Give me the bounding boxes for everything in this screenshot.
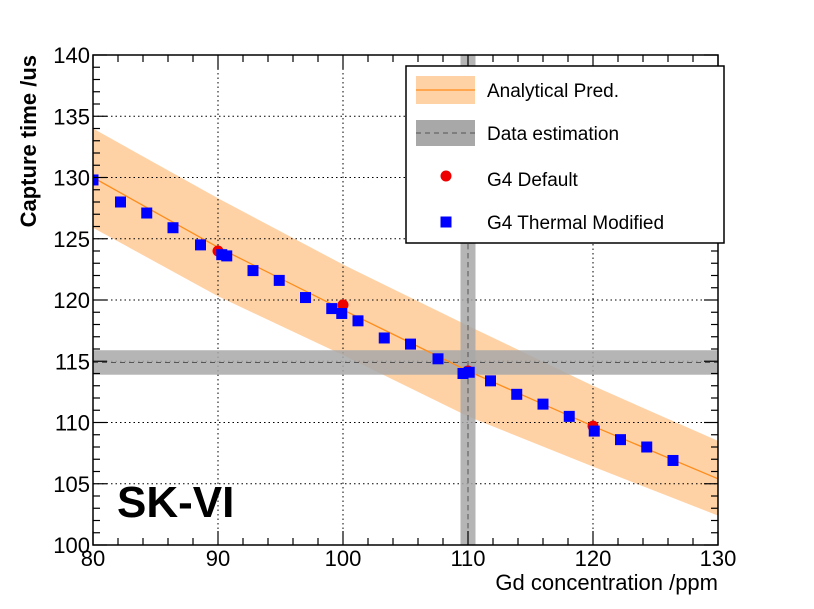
x-tick-label: 80 (81, 546, 105, 571)
legend-g4-thermal-label: G4 Thermal Modified (487, 213, 664, 234)
y-tick-label: 105 (53, 472, 90, 497)
g4-thermal-point (537, 398, 549, 410)
g4-thermal-point (352, 315, 364, 327)
g4-thermal-point (300, 292, 311, 304)
y-tick-label: 130 (53, 166, 90, 191)
legend-g4-thermal-marker (440, 216, 452, 228)
g4-thermal-point (336, 307, 348, 319)
x-tick-label: 100 (325, 546, 362, 571)
analytical-band (93, 128, 718, 516)
y-tick-label: 135 (53, 104, 90, 129)
g4-thermal-point (405, 338, 416, 350)
legend-data-label: Data estimation (487, 124, 619, 145)
x-tick-label: 90 (206, 546, 230, 571)
y-axis-title: Capture time /us (16, 55, 41, 227)
legend: Analytical Pred. Data estimation G4 Defa… (405, 65, 725, 244)
markers-layer (93, 174, 679, 466)
g4-thermal-point (485, 375, 496, 387)
tick-labels-layer: 80 90 100 110 120 130 100 105 110 115 120 125 130 135… (53, 43, 736, 571)
g4-thermal-point (273, 274, 285, 286)
g4-thermal-point (667, 454, 679, 466)
g4-thermal-point (247, 265, 259, 277)
y-tick-label: 100 (53, 533, 90, 558)
g4-default-point (337, 299, 349, 311)
g4-thermal-point (141, 207, 153, 219)
g4-thermal-point (511, 388, 523, 400)
g4-thermal-point (378, 332, 390, 344)
g4-thermal-point (195, 239, 206, 251)
legend-g4-default-marker (440, 170, 452, 182)
y-tick-label: 115 (55, 349, 90, 374)
g4-thermal-point (432, 353, 444, 365)
legend-analytical-label: Analytical Pred. (487, 81, 619, 102)
g4-thermal-point (93, 174, 99, 186)
g4-thermal-point (463, 366, 475, 378)
y-tick-label: 110 (55, 411, 90, 436)
x-tick-label: 110 (450, 546, 485, 571)
y-tick-label: 140 (53, 43, 90, 68)
x-axis-title: Gd concentration /ppm (495, 570, 718, 595)
g4-thermal-point (615, 434, 626, 446)
g4-thermal-point (563, 410, 575, 422)
g4-thermal-point (221, 250, 233, 262)
y-tick-label: 120 (53, 288, 90, 313)
x-tick-label: 120 (575, 546, 612, 571)
g4-thermal-point (641, 441, 653, 453)
data-estimation-horizontal-band (93, 350, 718, 375)
y-tick-label: 125 (53, 227, 90, 252)
g4-thermal-point (326, 303, 338, 315)
x-tick-label: 130 (700, 546, 737, 571)
g4-thermal-point (167, 222, 179, 234)
sk-vi-annotation: SK-VI (117, 478, 234, 527)
g4-thermal-point (115, 196, 126, 208)
legend-g4-default-label: G4 Default (487, 170, 579, 191)
legend-box (405, 65, 725, 244)
g4-thermal-point (457, 368, 469, 379)
g4-thermal-point (588, 425, 600, 437)
